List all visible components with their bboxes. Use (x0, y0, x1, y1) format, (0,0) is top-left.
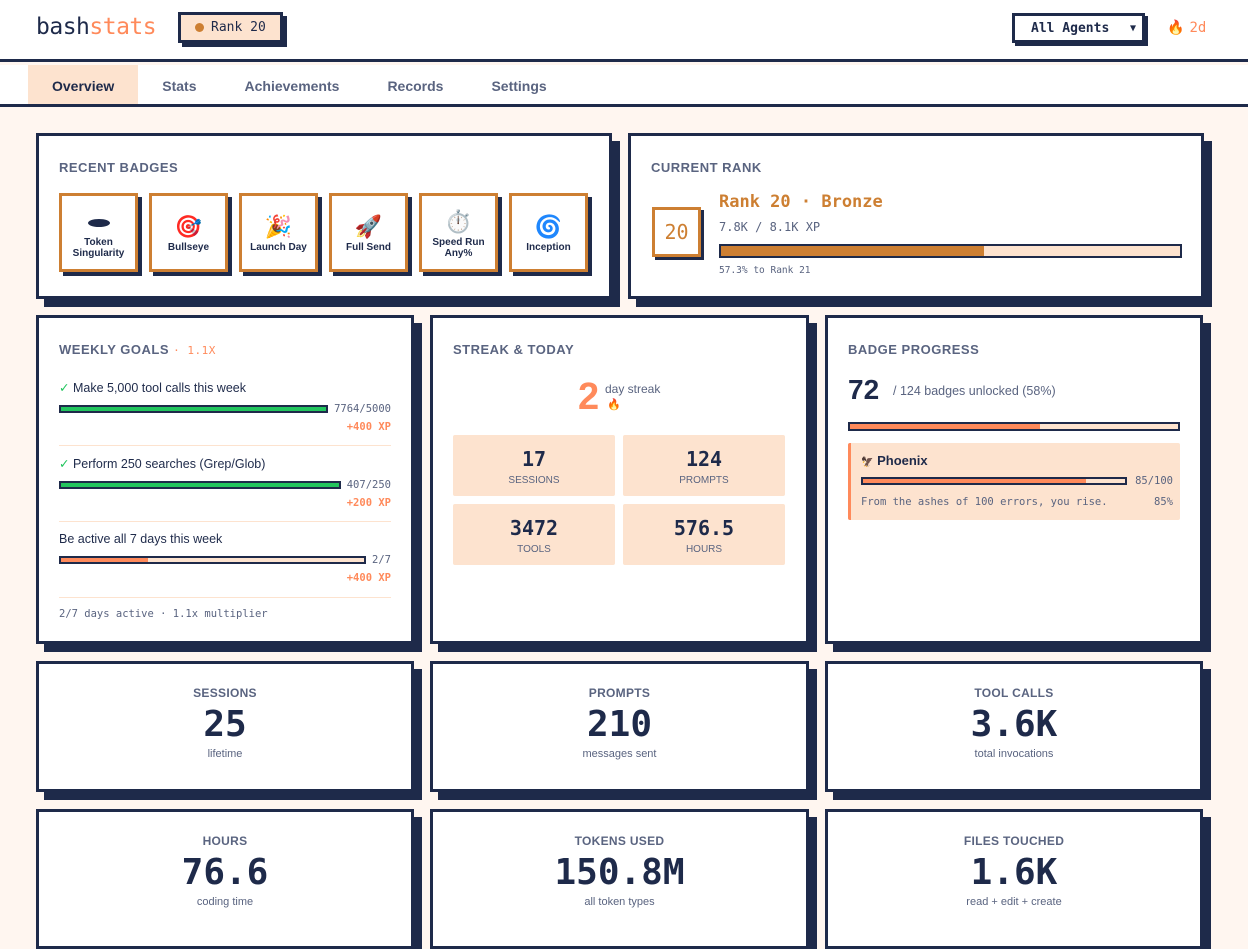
divider (59, 445, 391, 446)
badge-progress-card: BADGE PROGRESS 72 / 124 badges unlocked … (825, 315, 1203, 644)
recent-badges-card: RECENT BADGES Token Singularity 🎯 Bullsey… (36, 133, 612, 299)
phoenix-icon: 🦅 (861, 457, 874, 468)
stat-card-tokens: TOKENS USED 150.8M all token types (430, 809, 809, 949)
goal-progress-bar (59, 405, 329, 413)
logo[interactable]: bashstats (36, 14, 157, 40)
check-icon: ✓ (59, 457, 70, 471)
tab-records[interactable]: Records (387, 78, 444, 94)
spiral-icon: 🌀 (534, 214, 563, 239)
rank-dot-icon (195, 23, 204, 32)
today-tile-sessions: 17 SESSIONS (453, 435, 615, 496)
main-nav: Overview Stats Achievements Records Sett… (0, 65, 1248, 107)
divider (59, 597, 391, 598)
badges-unlocked-count: 72 (848, 374, 880, 405)
badge-launch-day[interactable]: 🎉 Launch Day (239, 193, 318, 272)
card-title: WEEKLY GOALS · 1.1X (59, 342, 216, 357)
rank-progress-bar (719, 244, 1182, 258)
rank-xp: 7.8K / 8.1K XP (719, 220, 821, 234)
fire-icon: 🔥 (607, 399, 621, 411)
badge-progress-bar (848, 422, 1180, 431)
badge-inception[interactable]: 🌀 Inception (509, 193, 588, 272)
streak-number: 2 (578, 376, 600, 418)
tab-stats[interactable]: Stats (162, 78, 197, 94)
badge-token-singularity[interactable]: Token Singularity (59, 193, 138, 272)
stat-card-files: FILES TOUCHED 1.6K read + edit + create (825, 809, 1203, 949)
badge-bullseye[interactable]: 🎯 Bullseye (149, 193, 228, 272)
tab-settings[interactable]: Settings (491, 78, 547, 94)
badges-unlocked-text: / 124 badges unlocked (58%) (893, 384, 1056, 398)
header-streak: 🔥 2d (1167, 20, 1207, 36)
rocket-icon: 🚀 (354, 214, 383, 239)
card-title: CURRENT RANK (651, 160, 762, 175)
goal-progress-bar (59, 481, 341, 489)
stat-card-hours: HOURS 76.6 coding time (36, 809, 414, 949)
divider (59, 521, 391, 522)
fire-icon: 🔥 (1167, 20, 1185, 36)
card-title: RECENT BADGES (59, 160, 179, 175)
top-header: bashstats Rank 20 All Agents ▼ 🔥 2d (0, 0, 1248, 62)
phoenix-progress-bar (861, 477, 1127, 485)
weekly-goals-card: WEEKLY GOALS · 1.1X ✓ Make 5,000 tool ca… (36, 315, 414, 644)
goal-item: ✓ Make 5,000 tool calls this week 7764/5… (59, 381, 391, 433)
goal-item: ✓ Perform 250 searches (Grep/Glob) 407/2… (59, 457, 391, 509)
goal-progress-bar (59, 556, 367, 564)
stat-card-tool-calls: TOOL CALLS 3.6K total invocations (825, 661, 1203, 792)
stat-card-sessions: SESSIONS 25 lifetime (36, 661, 414, 792)
rank-name: Rank 20 · Bronze (719, 192, 883, 212)
today-tile-hours: 576.5 HOURS (623, 504, 785, 565)
streak-today-card: STREAK & TODAY 2 day streak 🔥 17 SESSIONS… (430, 315, 809, 644)
streak-label: day streak (605, 382, 661, 396)
tab-overview[interactable]: Overview (28, 65, 139, 104)
stat-card-prompts: PROMPTS 210 messages sent (430, 661, 809, 792)
badge-speed-run[interactable]: ⏱️ Speed Run Any% (419, 193, 498, 272)
card-title: STREAK & TODAY (453, 342, 575, 357)
chevron-down-icon: ▼ (1129, 22, 1136, 34)
badge-full-send[interactable]: 🚀 Full Send (329, 193, 408, 272)
tab-achievements[interactable]: Achievements (244, 78, 340, 94)
target-icon: 🎯 (174, 214, 203, 239)
party-popper-icon: 🎉 (264, 214, 293, 239)
rank-pill: Rank 20 (178, 12, 283, 43)
agent-select[interactable]: All Agents ▼ (1012, 13, 1145, 43)
today-tile-tools: 3472 TOOLS (453, 504, 615, 565)
stopwatch-icon: ⏱️ (444, 208, 473, 234)
rank-number-box: 20 (652, 207, 701, 257)
goal-item: Be active all 7 days this week 2/7 +400 … (59, 532, 391, 584)
rank-progress-text: 57.3% to Rank 21 (719, 265, 811, 276)
black-hole-icon (87, 207, 110, 237)
check-icon: ✓ (59, 381, 70, 395)
goals-footer: 2/7 days active · 1.1x multiplier (59, 608, 268, 620)
current-rank-card: CURRENT RANK 20 Rank 20 · Bronze 7.8K / … (628, 133, 1204, 299)
card-title: BADGE PROGRESS (848, 342, 980, 357)
today-tile-prompts: 124 PROMPTS (623, 435, 785, 496)
next-badge-phoenix[interactable]: 🦅 Phoenix 85/100 From the ashes of 100 e… (848, 443, 1180, 520)
